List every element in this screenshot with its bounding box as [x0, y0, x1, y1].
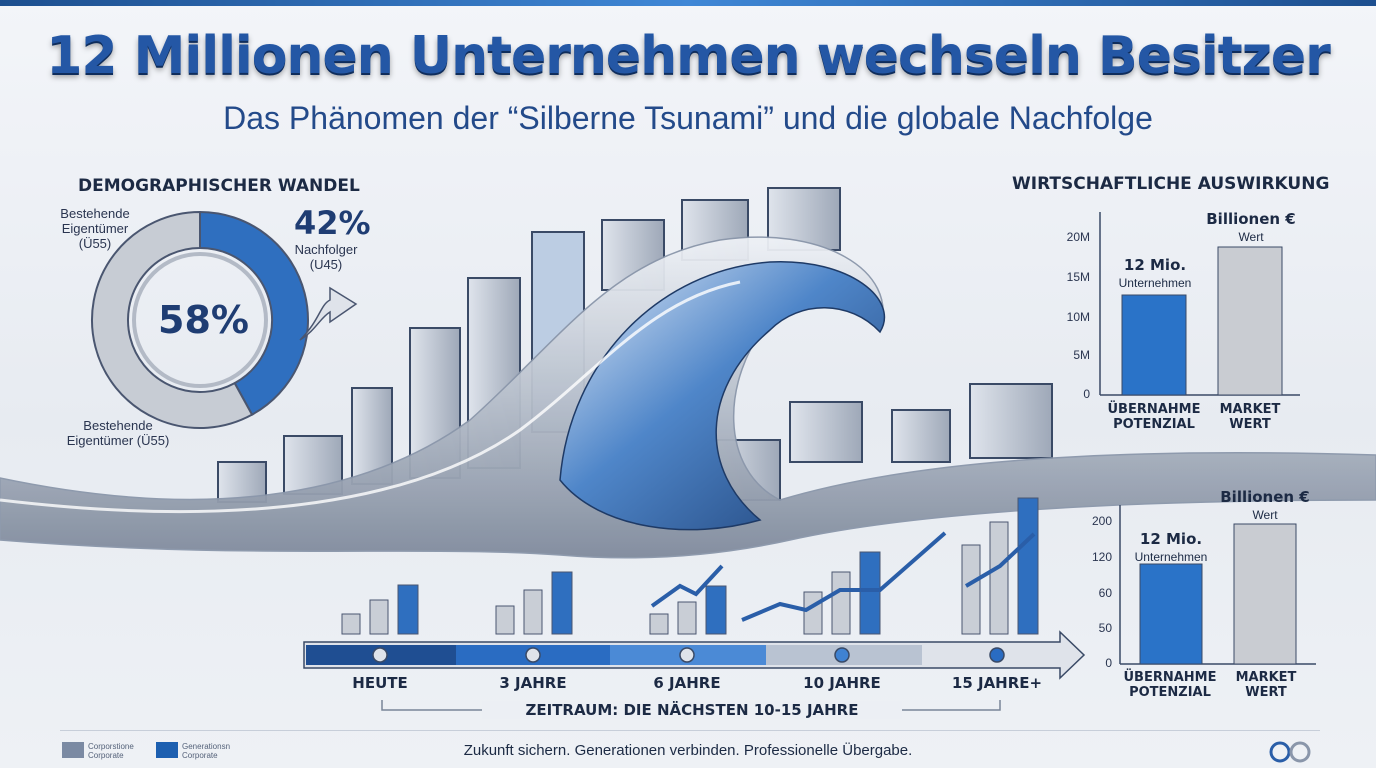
category-label: ÜBERNAHME POTENZIAL	[1107, 402, 1201, 432]
bar-uebernahme	[1121, 294, 1187, 396]
impact-heading: WIRTSCHAFTLICHE AUSWIRKUNG	[1012, 174, 1330, 194]
footer-tagline: Zukunft sichern. Generationen verbinden.…	[463, 742, 913, 759]
category-label: MARKET WERT	[1235, 670, 1297, 700]
page-subtitle: Das Phänomen der “Silberne Tsunami” und …	[223, 100, 1153, 136]
wave-highlight	[0, 280, 741, 514]
bar1-annotation: 12 Mio. Unternehmen	[1118, 256, 1192, 290]
timeline-stage-6: 6 JAHRE	[653, 674, 721, 692]
brand-logo-2	[156, 742, 178, 758]
axis-tick: 50	[1098, 621, 1112, 635]
timeline-stage-3: 3 JAHRE	[499, 674, 567, 692]
impact-top-bars	[1121, 246, 1283, 396]
donut-slice-owners	[91, 210, 254, 429]
axis-tick: 10M	[1066, 310, 1090, 324]
infinity-logo-right	[1289, 741, 1311, 763]
bar2-annotation: Billionen € Wert	[1220, 488, 1310, 522]
footer-divider	[60, 730, 1320, 731]
donut-inner-ring	[132, 252, 268, 388]
owners-percentage: 58%	[158, 298, 249, 342]
donut-slice-successors	[199, 210, 309, 417]
bar2-annotation: Billionen € Wert	[1206, 210, 1296, 244]
brand-name-2: Generationsn Corporate	[182, 742, 231, 760]
axis-tick: 200	[1091, 514, 1112, 528]
timeline-stage-heute: HEUTE	[352, 674, 408, 692]
axis-tick: 120	[1091, 550, 1112, 564]
owner-label-top: Bestehende Eigentümer (Ü55)	[60, 206, 130, 251]
bar-market-wert	[1217, 246, 1283, 396]
axis-tick: 0	[1105, 656, 1112, 670]
successor-arrow-icon	[299, 286, 358, 341]
top-accent-bar	[0, 0, 1376, 6]
axis-tick: 60	[1098, 586, 1112, 600]
timeline-stage-10: 10 JAHRE	[803, 674, 881, 692]
bar-uebernahme	[1139, 563, 1203, 665]
brand-name-1: Corporstione Corporate	[88, 742, 134, 760]
server-building-2	[969, 383, 1053, 459]
bar1-annotation: 12 Mio. Unternehmen	[1134, 530, 1208, 564]
impact-bottom-bars	[1139, 523, 1297, 665]
owner-label-bottom: Bestehende Eigentümer (Ü55)	[66, 418, 170, 448]
growth-arrows	[650, 531, 1036, 622]
timeline-stage-15: 15 JAHRE+	[951, 674, 1043, 692]
demographics-heading: DEMOGRAPHISCHER WANDEL	[78, 176, 360, 196]
growth-bars	[341, 497, 1039, 635]
timeline-period: ZEITRAUM: DIE NÄCHSTEN 10-15 JAHRE	[482, 701, 902, 719]
axis-tick: 0	[1083, 387, 1090, 401]
brand-logo-1	[62, 742, 84, 758]
category-label: MARKET WERT	[1219, 402, 1281, 432]
successor-percentage: 42%	[294, 204, 371, 242]
category-label: ÜBERNAHME POTENZIAL	[1123, 670, 1217, 700]
demographic-donut	[91, 210, 358, 429]
infinity-logo-left	[1269, 741, 1291, 763]
shop-building-2	[891, 409, 951, 463]
axis-tick: 15M	[1066, 270, 1090, 284]
factory-building-4	[789, 401, 863, 463]
bar-market-wert	[1233, 523, 1297, 665]
axis-tick: 20M	[1066, 230, 1090, 244]
timeline-arrow	[303, 630, 1086, 680]
page-title: 12 Millionen Unternehmen wechseln Besitz…	[46, 26, 1331, 86]
successor-label: Nachfolger (U45)	[294, 242, 358, 272]
axis-tick: 5M	[1073, 348, 1090, 362]
